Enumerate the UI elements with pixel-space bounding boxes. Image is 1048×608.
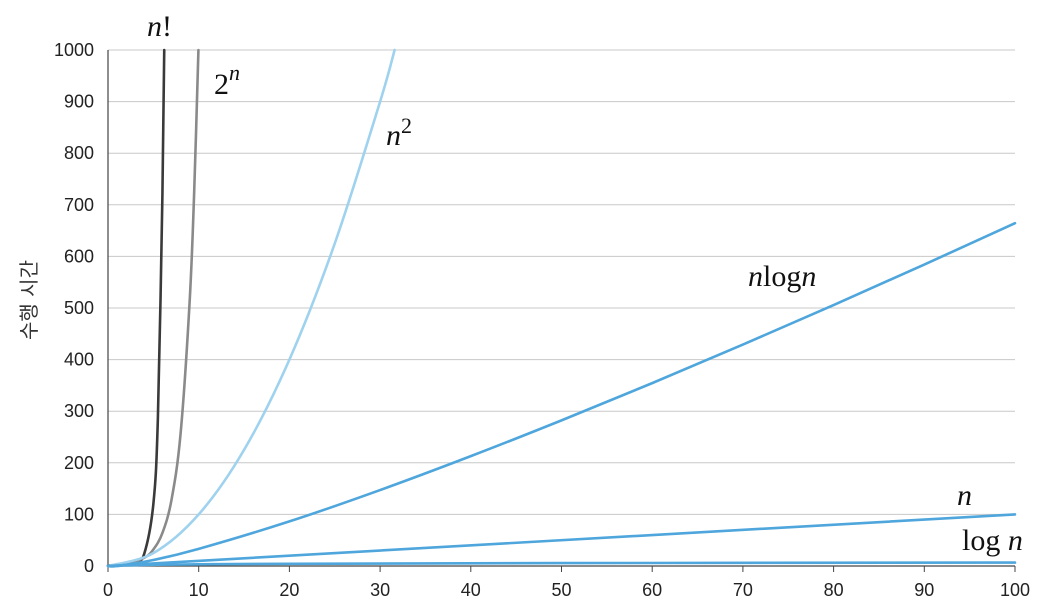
x-tick-label: 80 [824, 580, 844, 600]
series-line-log-n [115, 561, 1017, 568]
y-tick-label: 0 [84, 556, 94, 576]
x-tick-label: 90 [914, 580, 934, 600]
curve-label-log-n: log n [962, 524, 1023, 557]
grid [108, 49, 1015, 567]
y-tick-label: 300 [64, 401, 94, 421]
x-tick-label: 30 [370, 580, 390, 600]
x-tick-label: 20 [279, 580, 299, 600]
series-line-n-log-n [106, 221, 1017, 568]
series-line-n-2 [106, 48, 396, 568]
x-tick-label: 60 [642, 580, 662, 600]
series-lines [106, 48, 1017, 568]
y-tick-label: 400 [64, 350, 94, 370]
curve-label-2-n: 2n [214, 60, 240, 101]
series-line-n [106, 513, 1017, 568]
y-axis-label: 수행 시간 [17, 260, 41, 340]
y-tick-label: 700 [64, 195, 94, 215]
y-tick-label: 800 [64, 143, 94, 163]
x-tick-label: 40 [461, 580, 481, 600]
x-tick-label: 100 [1000, 580, 1030, 600]
y-tick-label: 500 [64, 298, 94, 318]
axes: 0 100 200 300 400 500 600 700 800 900 1000 0 10 20 30 4… [54, 40, 1030, 600]
curve-label-n: n! [147, 10, 172, 43]
x-tick-label: 10 [189, 580, 209, 600]
curve-label-n: n [957, 479, 972, 512]
y-tick-label: 1000 [54, 40, 94, 60]
curve-labels: n! 2n n2 nlogn n log n [147, 10, 1023, 557]
curve-label-n-log-n: nlogn [748, 260, 816, 293]
x-tick-label: 70 [733, 580, 753, 600]
y-tick-label: 900 [64, 92, 94, 112]
y-tick-label: 200 [64, 453, 94, 473]
y-tick-label: 100 [64, 504, 94, 524]
x-tick-label: 0 [103, 580, 113, 600]
y-tick-label: 600 [64, 246, 94, 266]
curve-label-n-2: n2 [386, 113, 412, 152]
x-tick-label: 50 [551, 580, 571, 600]
